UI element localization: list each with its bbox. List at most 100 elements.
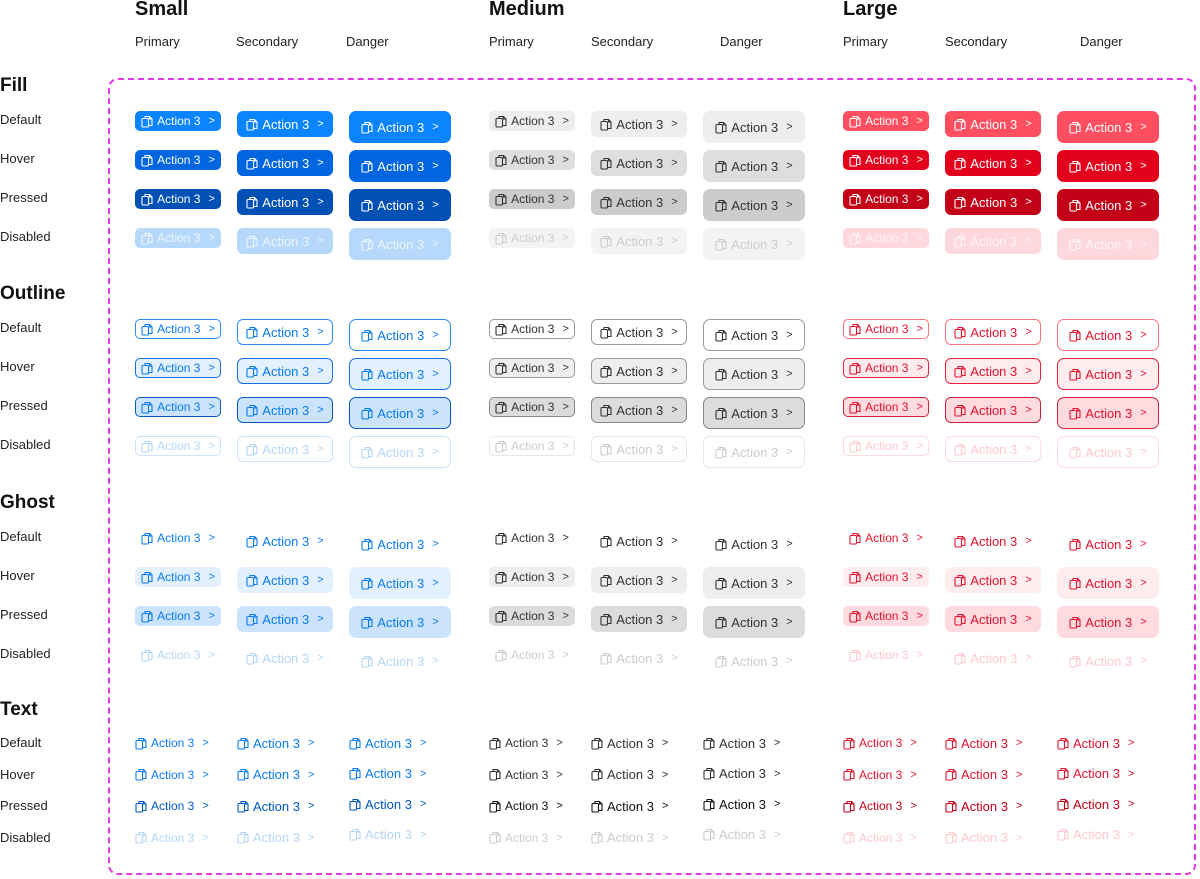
ghost-hover-button[interactable]: Action 3 > bbox=[591, 567, 687, 593]
fill-default-button[interactable]: Action 3 > bbox=[489, 111, 575, 131]
text-pressed-button[interactable]: Action 3 > bbox=[1057, 795, 1134, 813]
text-pressed-button[interactable]: Action 3 > bbox=[591, 797, 668, 815]
text-hover-button[interactable]: Action 3 > bbox=[135, 766, 209, 784]
outline-hover-button[interactable]: Action 3 > bbox=[945, 358, 1041, 384]
fill-default-button[interactable]: Action 3 > bbox=[135, 111, 221, 131]
ghost-hover-button[interactable]: Action 3 > bbox=[945, 567, 1041, 593]
outline-pressed-button[interactable]: Action 3 > bbox=[489, 397, 575, 417]
outline-pressed-button[interactable]: Action 3 > bbox=[237, 397, 333, 423]
fill-default-button[interactable]: Action 3 > bbox=[349, 111, 451, 143]
fill-default-button[interactable]: Action 3 > bbox=[945, 111, 1041, 137]
ghost-pressed-button[interactable]: Action 3 > bbox=[945, 606, 1041, 632]
outline-hover-button[interactable]: Action 3 > bbox=[349, 358, 451, 390]
fill-hover-button[interactable]: Action 3 > bbox=[1057, 150, 1159, 182]
fill-default-button[interactable]: Action 3 > bbox=[591, 111, 687, 137]
text-default-button[interactable]: Action 3 > bbox=[237, 734, 314, 752]
ghost-pressed-button[interactable]: Action 3 > bbox=[703, 606, 805, 638]
outline-pressed-button[interactable]: Action 3 > bbox=[703, 397, 805, 429]
ghost-default-button[interactable]: Action 3 > bbox=[349, 528, 451, 560]
text-pressed-button[interactable]: Action 3 > bbox=[843, 797, 917, 815]
fill-pressed-button[interactable]: Action 3 > bbox=[135, 189, 221, 209]
text-default-button[interactable]: Action 3 > bbox=[703, 734, 780, 752]
ghost-pressed-button[interactable]: Action 3 > bbox=[1057, 606, 1159, 638]
text-hover-button[interactable]: Action 3 > bbox=[591, 766, 668, 784]
outline-default-button[interactable]: Action 3 > bbox=[1057, 319, 1159, 351]
fill-pressed-button[interactable]: Action 3 > bbox=[591, 189, 687, 215]
outline-default-button[interactable]: Action 3 > bbox=[843, 319, 929, 339]
ghost-default-button[interactable]: Action 3 > bbox=[489, 528, 575, 548]
fill-hover-button[interactable]: Action 3 > bbox=[703, 150, 805, 182]
text-pressed-button[interactable]: Action 3 > bbox=[135, 797, 209, 815]
ghost-default-button[interactable]: Action 3 > bbox=[591, 528, 687, 554]
outline-default-button[interactable]: Action 3 > bbox=[135, 319, 221, 339]
fill-hover-button[interactable]: Action 3 > bbox=[237, 150, 333, 176]
ghost-hover-button[interactable]: Action 3 > bbox=[1057, 567, 1159, 599]
ghost-pressed-button[interactable]: Action 3 > bbox=[237, 606, 333, 632]
ghost-default-button[interactable]: Action 3 > bbox=[945, 528, 1041, 554]
text-hover-button[interactable]: Action 3 > bbox=[349, 765, 426, 783]
ghost-hover-button[interactable]: Action 3 > bbox=[349, 567, 451, 599]
fill-pressed-button[interactable]: Action 3 > bbox=[945, 189, 1041, 215]
ghost-pressed-button[interactable]: Action 3 > bbox=[489, 606, 575, 626]
ghost-hover-button[interactable]: Action 3 > bbox=[237, 567, 333, 593]
fill-hover-button[interactable]: Action 3 > bbox=[349, 150, 451, 182]
ghost-pressed-button[interactable]: Action 3 > bbox=[591, 606, 687, 632]
fill-pressed-button[interactable]: Action 3 > bbox=[703, 189, 805, 221]
text-default-button[interactable]: Action 3 > bbox=[843, 734, 917, 752]
text-hover-button[interactable]: Action 3 > bbox=[945, 766, 1022, 784]
text-pressed-button[interactable]: Action 3 > bbox=[489, 797, 563, 815]
outline-pressed-button[interactable]: Action 3 > bbox=[1057, 397, 1159, 429]
text-hover-button[interactable]: Action 3 > bbox=[843, 766, 917, 784]
text-pressed-button[interactable]: Action 3 > bbox=[237, 797, 314, 815]
ghost-default-button[interactable]: Action 3 > bbox=[703, 528, 805, 560]
fill-pressed-button[interactable]: Action 3 > bbox=[1057, 189, 1159, 221]
outline-default-button[interactable]: Action 3 > bbox=[349, 319, 451, 351]
outline-default-button[interactable]: Action 3 > bbox=[237, 319, 333, 345]
fill-pressed-button[interactable]: Action 3 > bbox=[843, 189, 929, 209]
outline-hover-button[interactable]: Action 3 > bbox=[591, 358, 687, 384]
ghost-pressed-button[interactable]: Action 3 > bbox=[135, 606, 221, 626]
outline-hover-button[interactable]: Action 3 > bbox=[135, 358, 221, 378]
fill-hover-button[interactable]: Action 3 > bbox=[135, 150, 221, 170]
ghost-default-button[interactable]: Action 3 > bbox=[237, 528, 333, 554]
fill-default-button[interactable]: Action 3 > bbox=[1057, 111, 1159, 143]
fill-hover-button[interactable]: Action 3 > bbox=[843, 150, 929, 170]
outline-pressed-button[interactable]: Action 3 > bbox=[945, 397, 1041, 423]
text-hover-button[interactable]: Action 3 > bbox=[489, 766, 563, 784]
fill-hover-button[interactable]: Action 3 > bbox=[945, 150, 1041, 176]
text-default-button[interactable]: Action 3 > bbox=[135, 734, 209, 752]
fill-pressed-button[interactable]: Action 3 > bbox=[349, 189, 451, 221]
fill-default-button[interactable]: Action 3 > bbox=[237, 111, 333, 137]
ghost-pressed-button[interactable]: Action 3 > bbox=[349, 606, 451, 638]
ghost-pressed-button[interactable]: Action 3 > bbox=[843, 606, 929, 626]
text-pressed-button[interactable]: Action 3 > bbox=[349, 795, 426, 813]
ghost-hover-button[interactable]: Action 3 > bbox=[843, 567, 929, 587]
text-default-button[interactable]: Action 3 > bbox=[1057, 734, 1134, 752]
text-hover-button[interactable]: Action 3 > bbox=[1057, 765, 1134, 783]
text-hover-button[interactable]: Action 3 > bbox=[237, 766, 314, 784]
text-default-button[interactable]: Action 3 > bbox=[591, 734, 668, 752]
fill-default-button[interactable]: Action 3 > bbox=[703, 111, 805, 143]
fill-pressed-button[interactable]: Action 3 > bbox=[489, 189, 575, 209]
outline-hover-button[interactable]: Action 3 > bbox=[489, 358, 575, 378]
text-pressed-button[interactable]: Action 3 > bbox=[703, 795, 780, 813]
text-default-button[interactable]: Action 3 > bbox=[349, 734, 426, 752]
text-pressed-button[interactable]: Action 3 > bbox=[945, 797, 1022, 815]
text-default-button[interactable]: Action 3 > bbox=[945, 734, 1022, 752]
outline-pressed-button[interactable]: Action 3 > bbox=[843, 397, 929, 417]
fill-pressed-button[interactable]: Action 3 > bbox=[237, 189, 333, 215]
outline-hover-button[interactable]: Action 3 > bbox=[1057, 358, 1159, 390]
outline-hover-button[interactable]: Action 3 > bbox=[703, 358, 805, 390]
outline-default-button[interactable]: Action 3 > bbox=[489, 319, 575, 339]
text-default-button[interactable]: Action 3 > bbox=[489, 734, 563, 752]
outline-pressed-button[interactable]: Action 3 > bbox=[349, 397, 451, 429]
outline-default-button[interactable]: Action 3 > bbox=[591, 319, 687, 345]
outline-pressed-button[interactable]: Action 3 > bbox=[591, 397, 687, 423]
ghost-hover-button[interactable]: Action 3 > bbox=[489, 567, 575, 587]
ghost-default-button[interactable]: Action 3 > bbox=[1057, 528, 1159, 560]
fill-hover-button[interactable]: Action 3 > bbox=[489, 150, 575, 170]
ghost-hover-button[interactable]: Action 3 > bbox=[135, 567, 221, 587]
ghost-default-button[interactable]: Action 3 > bbox=[843, 528, 929, 548]
fill-default-button[interactable]: Action 3 > bbox=[843, 111, 929, 131]
ghost-hover-button[interactable]: Action 3 > bbox=[703, 567, 805, 599]
